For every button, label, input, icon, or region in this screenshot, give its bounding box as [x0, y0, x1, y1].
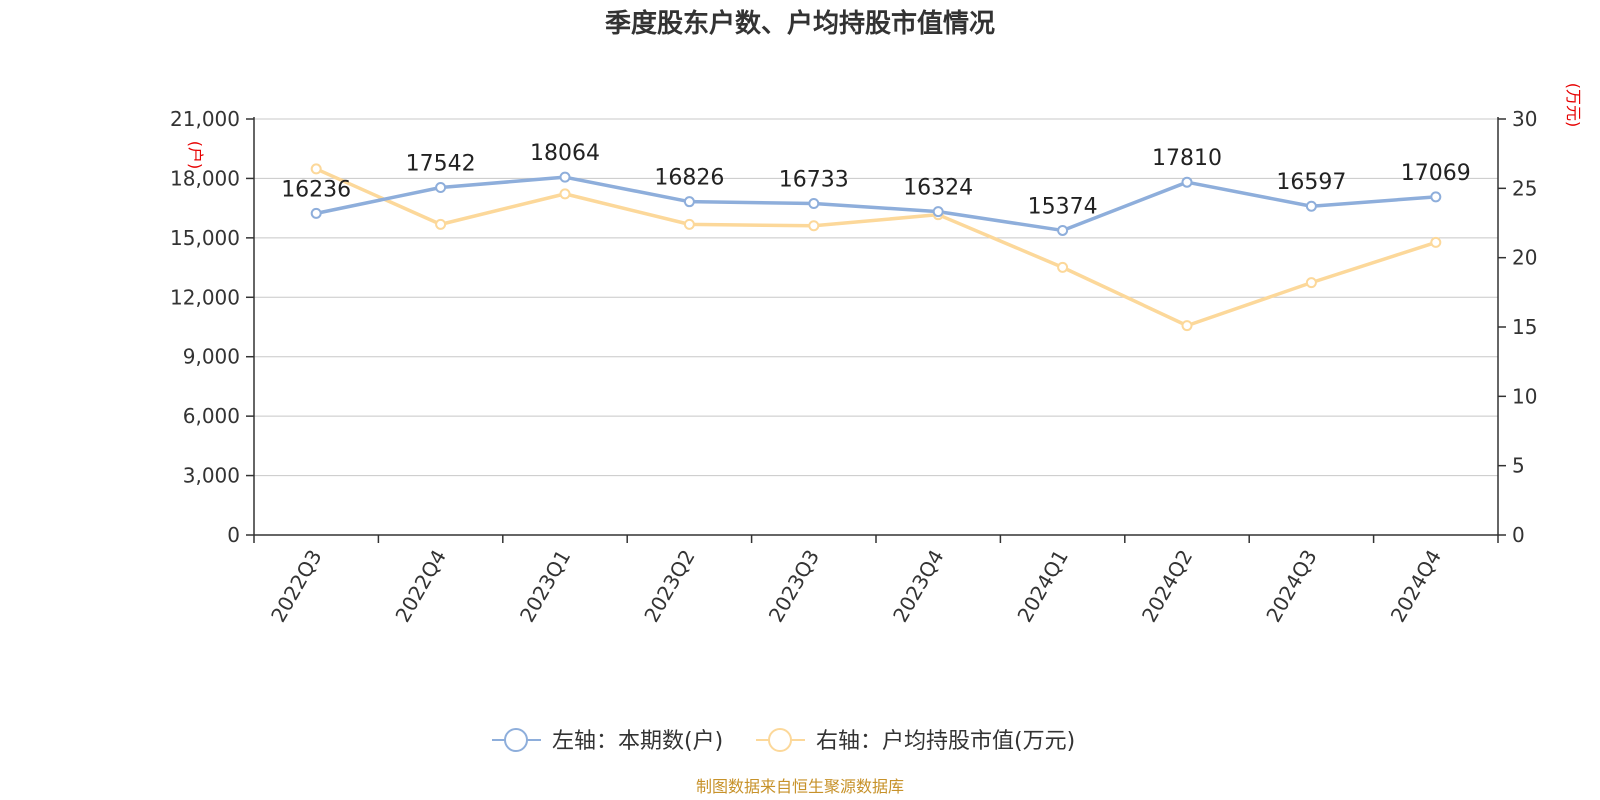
x-tick-label: 2023Q4 [888, 546, 948, 627]
x-tick-label: 2023Q2 [639, 546, 699, 627]
x-tick-label: 2024Q2 [1137, 546, 1197, 627]
right-tick-label: 5 [1512, 454, 1525, 478]
point-market-value [1057, 261, 1069, 273]
left-tick-label: 3,000 [183, 464, 240, 488]
point-holders [435, 182, 447, 194]
left-tick-label: 0 [227, 523, 240, 547]
data-label: 16826 [654, 166, 724, 191]
series-line-holders [314, 175, 1438, 233]
legend-item-right[interactable]: 右轴：户均持股市值(万元) [756, 728, 1075, 754]
x-tick-label: 2023Q1 [515, 546, 575, 627]
grid [254, 118, 1498, 477]
legend-label-left: 左轴：本期数(户) [552, 729, 723, 754]
series-line-market-value [314, 167, 1438, 328]
x-tick-label: 2022Q4 [390, 546, 450, 627]
legend-item-left[interactable]: 左轴：本期数(户) [492, 728, 723, 754]
x-tick-label: 2022Q3 [266, 546, 326, 627]
left-axis-unit: (户) [186, 141, 205, 170]
point-holders [932, 206, 944, 218]
legend-label-right: 右轴：户均持股市值(万元) [816, 729, 1075, 754]
right-tick-label: 0 [1512, 523, 1525, 547]
data-label: 15374 [1028, 194, 1098, 219]
series-lines [314, 167, 1438, 328]
data-label: 17810 [1152, 146, 1222, 171]
x-tick-label: 2023Q3 [764, 546, 824, 627]
right-tick-label: 10 [1512, 384, 1537, 408]
left-tick-label: 6,000 [183, 404, 240, 428]
legend-marker-right-icon [768, 728, 792, 752]
point-market-value [808, 220, 820, 232]
left-tick-label: 15,000 [170, 226, 240, 250]
data-label: 17069 [1401, 161, 1471, 186]
left-tick-label: 12,000 [170, 285, 240, 309]
point-market-value [1181, 320, 1193, 332]
point-holders [683, 196, 695, 208]
point-holders [310, 207, 322, 219]
right-axis-unit: (万元) [1564, 83, 1583, 128]
point-market-value [1430, 236, 1442, 248]
right-tick-label: 15 [1512, 315, 1537, 339]
point-holders [1057, 224, 1069, 236]
data-label: 16324 [903, 176, 973, 201]
legend: 左轴：本期数(户) 右轴：户均持股市值(万元) [492, 728, 1075, 754]
data-label: 16236 [281, 177, 351, 202]
data-labels: 16236 17542 18064 16826 16733 16324 15374 17810… [281, 141, 1471, 219]
left-tick-label: 18,000 [170, 166, 240, 190]
point-market-value [435, 218, 447, 230]
legend-marker-left-icon [504, 728, 528, 752]
point-market-value [1305, 277, 1317, 289]
point-market-value [559, 188, 571, 200]
series-points [310, 163, 1442, 332]
point-market-value [310, 163, 322, 175]
point-holders [1305, 200, 1317, 212]
point-holders [559, 171, 571, 183]
right-tick-label: 20 [1512, 246, 1537, 270]
data-label: 18064 [530, 141, 600, 166]
left-tick-label: 21,000 [170, 107, 240, 131]
point-holders [1181, 176, 1193, 188]
point-market-value [683, 218, 695, 230]
chart-title: 季度股东户数、户均持股市值情况 [605, 8, 995, 39]
data-label: 17542 [406, 152, 476, 177]
source-note: 制图数据来自恒生聚源数据库 [696, 777, 904, 796]
x-tick-label: 2024Q3 [1261, 546, 1321, 627]
x-tick-label: 2024Q1 [1012, 546, 1072, 627]
data-label: 16733 [779, 168, 849, 193]
point-holders [808, 198, 820, 210]
left-tick-label: 9,000 [183, 345, 240, 369]
right-tick-label: 25 [1512, 176, 1537, 200]
x-tick-label: 2024Q4 [1386, 546, 1446, 627]
data-label: 16597 [1276, 170, 1346, 195]
point-holders [1430, 191, 1442, 203]
right-tick-label: 30 [1512, 107, 1537, 131]
